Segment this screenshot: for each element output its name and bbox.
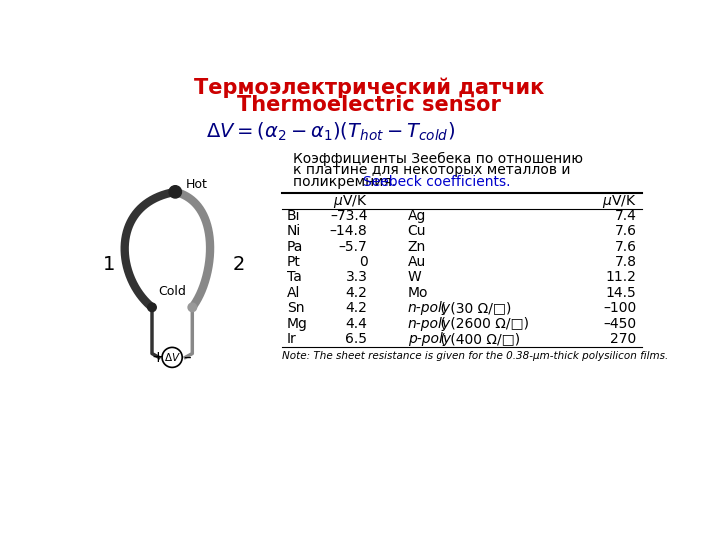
Text: Коэффициенты Зеебека по отношению: Коэффициенты Зеебека по отношению — [293, 152, 583, 166]
Text: 7.6: 7.6 — [614, 240, 636, 253]
Text: –73.4: –73.4 — [330, 209, 367, 222]
Text: Note: The sheet resistance is given for the 0.38-μm-thick polysilicon films.: Note: The sheet resistance is given for … — [282, 351, 668, 361]
Circle shape — [148, 303, 156, 312]
Text: Mg: Mg — [287, 316, 307, 330]
Text: –5.7: –5.7 — [338, 240, 367, 253]
Circle shape — [188, 303, 197, 312]
Text: 14.5: 14.5 — [606, 286, 636, 300]
Text: Cu: Cu — [408, 224, 426, 238]
Text: Thermoelectric sensor: Thermoelectric sensor — [237, 95, 501, 115]
Circle shape — [162, 347, 182, 367]
Text: 7.6: 7.6 — [614, 224, 636, 238]
Text: Термоэлектрический датчик: Термоэлектрический датчик — [194, 78, 544, 98]
Text: Ir: Ir — [287, 332, 297, 346]
Text: 4.2: 4.2 — [346, 286, 367, 300]
Text: Bi: Bi — [287, 209, 300, 222]
Text: Hot: Hot — [185, 178, 207, 191]
Text: Ag: Ag — [408, 209, 426, 222]
Text: $\mu$V/K: $\mu$V/K — [602, 193, 636, 210]
Text: Al: Al — [287, 286, 300, 300]
Text: –100: –100 — [603, 301, 636, 315]
Text: $\Delta V$: $\Delta V$ — [163, 352, 181, 363]
Text: –: – — [183, 350, 191, 365]
Text: Mo: Mo — [408, 286, 428, 300]
Text: ( (2600 Ω/□): ( (2600 Ω/□) — [436, 316, 528, 330]
Text: Zn: Zn — [408, 240, 426, 253]
Text: 6.5: 6.5 — [346, 332, 367, 346]
Text: 4.4: 4.4 — [346, 316, 367, 330]
Text: $\Delta V = (\alpha_2 - \alpha_1)(T_{hot} - T_{cold})$: $\Delta V = (\alpha_2 - \alpha_1)(T_{hot… — [206, 120, 455, 143]
Text: 4.2: 4.2 — [346, 301, 367, 315]
Text: ( (400 Ω/□): ( (400 Ω/□) — [436, 332, 520, 346]
Text: n-poly: n-poly — [408, 301, 451, 315]
Text: 2: 2 — [233, 255, 245, 274]
Text: 1: 1 — [103, 255, 116, 274]
Text: +: + — [151, 350, 164, 365]
Text: Sn: Sn — [287, 301, 305, 315]
Text: –14.8: –14.8 — [330, 224, 367, 238]
Text: Ta: Ta — [287, 271, 302, 285]
Text: 11.2: 11.2 — [606, 271, 636, 285]
Text: 7.4: 7.4 — [614, 209, 636, 222]
Text: Au: Au — [408, 255, 426, 269]
Text: Pt: Pt — [287, 255, 301, 269]
Circle shape — [169, 186, 181, 198]
Text: $\mu$V/K: $\mu$V/K — [333, 193, 367, 210]
Text: 3.3: 3.3 — [346, 271, 367, 285]
Text: Seebeck coefficients.: Seebeck coefficients. — [363, 175, 510, 189]
Text: 0: 0 — [359, 255, 367, 269]
Text: W: W — [408, 271, 421, 285]
Text: Ni: Ni — [287, 224, 301, 238]
Text: поликремния.: поликремния. — [293, 175, 400, 189]
Text: –450: –450 — [603, 316, 636, 330]
Text: к платине для некоторых металлов и: к платине для некоторых металлов и — [293, 163, 570, 177]
Text: ( (30 Ω/□): ( (30 Ω/□) — [436, 301, 511, 315]
Text: n-poly: n-poly — [408, 316, 451, 330]
Text: Pa: Pa — [287, 240, 303, 253]
Text: Cold: Cold — [158, 286, 186, 299]
Text: 270: 270 — [610, 332, 636, 346]
Text: 7.8: 7.8 — [614, 255, 636, 269]
Text: p-poly: p-poly — [408, 332, 451, 346]
